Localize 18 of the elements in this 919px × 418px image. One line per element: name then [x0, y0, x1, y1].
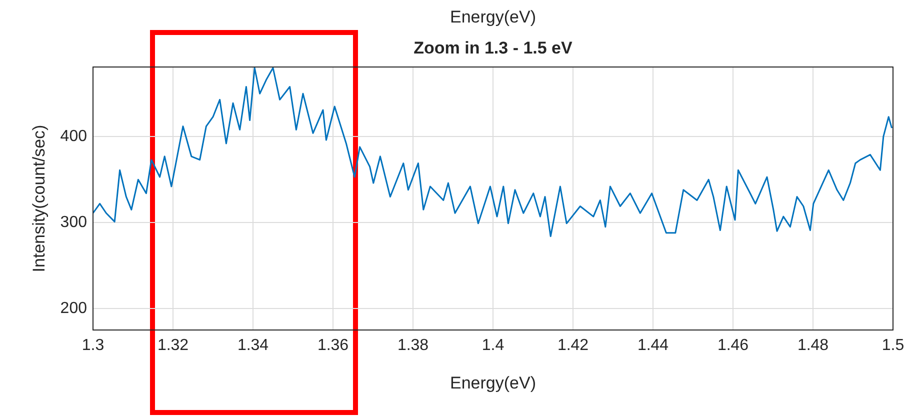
- y-tick-label: 300: [60, 214, 88, 231]
- x-tick-label: 1.5: [882, 337, 904, 354]
- x-axis-title: Energy(eV): [450, 374, 536, 393]
- x-tick-label: 1.34: [237, 337, 269, 354]
- x-tick-label: 1.3: [82, 337, 104, 354]
- chart-title: Zoom in 1.3 - 1.5 eV: [414, 38, 574, 58]
- y-tick-label: 200: [60, 300, 88, 317]
- x-tick-label: 1.46: [717, 337, 749, 354]
- x-tick-label: 1.42: [557, 337, 589, 354]
- x-tick-label: 1.44: [637, 337, 669, 354]
- y-tick-label: 400: [60, 128, 88, 146]
- x-tick-label: 1.32: [157, 337, 189, 354]
- y-axis-title: Intensity(count/sec): [30, 124, 49, 272]
- x-tick-label: 1.38: [397, 337, 429, 354]
- x-tick-label: 1.48: [797, 337, 829, 354]
- text: Energy(eV): [450, 8, 536, 27]
- x-tick-label: 1.36: [317, 337, 349, 354]
- x-tick-label: 1.4: [482, 337, 504, 354]
